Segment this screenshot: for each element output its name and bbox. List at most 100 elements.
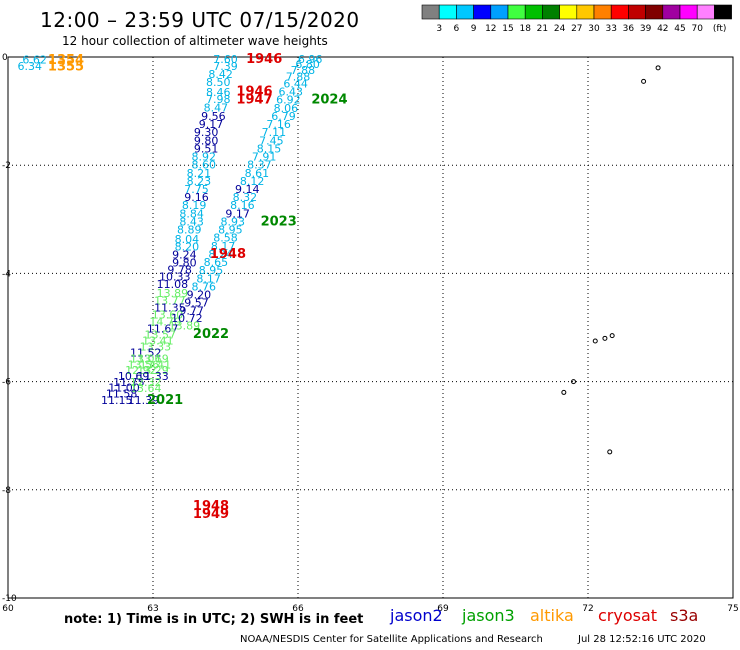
wave-height-value: 13.41 — [140, 358, 172, 371]
latitude-tick-label: -6 — [2, 378, 11, 388]
wave-height-value: 7.11 — [262, 126, 287, 139]
wave-height-value: 12.32 — [130, 376, 162, 389]
longitude-tick-label: 66 — [292, 604, 304, 614]
legend-swatch — [559, 4, 578, 20]
legend-tick-label: 30 — [588, 24, 600, 34]
wave-height-value: 8.84 — [179, 207, 204, 220]
wave-height-value: 9.17 — [199, 118, 224, 131]
wave-height-value: 8.61 — [245, 167, 270, 180]
satellite-legend-cryosat: cryosat — [598, 606, 658, 625]
wave-height-value: 11.00 — [108, 382, 140, 395]
wave-height-value: 11.33 — [137, 370, 169, 383]
wave-height-value: 12.92 — [125, 364, 157, 377]
legend-swatch — [696, 4, 715, 20]
wave-height-value: 8.42 — [208, 68, 233, 81]
wave-height-value: 13.60 — [152, 309, 184, 322]
wave-height-value: 8.60 — [192, 159, 217, 172]
legend-swatch — [679, 4, 698, 20]
island-outline — [571, 379, 576, 385]
wave-height-value: 8.17 — [211, 240, 236, 253]
island-outline — [592, 338, 598, 344]
longitude-tick-label: 63 — [147, 604, 158, 614]
legend-tick-label: 6 — [454, 24, 460, 34]
wave-height-value: 8.76 — [192, 280, 217, 293]
legend-tick-label: 24 — [554, 24, 566, 34]
wave-height-value: 13.64 — [130, 382, 162, 395]
wave-height-value: 9.17 — [225, 207, 250, 220]
pass-time-label: 2022 — [193, 327, 229, 342]
wave-height-value: 7.91 — [252, 151, 277, 164]
pass-time-label: 1946 — [236, 85, 272, 100]
generated-timestamp: Jul 28 12:52:16 UTC 2020 — [578, 634, 706, 645]
longitude-tick-label: 75 — [727, 604, 738, 614]
legend-swatch — [593, 4, 612, 20]
pass-time-label: 2021 — [147, 393, 183, 408]
pass-time-label: 1946 — [246, 52, 282, 67]
latitude-tick-label: -2 — [2, 161, 11, 171]
wave-height-value: 13.33 — [140, 340, 172, 353]
wave-height-value: 6.34 — [18, 60, 43, 73]
legend-tick-label: 36 — [623, 24, 635, 34]
pass-time-label: 2024 — [311, 93, 347, 108]
wave-height-value: 13.56 — [128, 358, 160, 371]
legend-tick-label: 70 — [691, 24, 703, 34]
legend-tick-label: 15 — [502, 24, 513, 34]
wave-height-value: 6.43 — [279, 86, 304, 99]
wave-height-value: 8.15 — [257, 142, 282, 155]
wave-height-value: 9.80 — [194, 134, 219, 147]
wave-height-value: 8.47 — [204, 101, 229, 114]
wave-height-value: 6.44 — [283, 78, 308, 91]
wave-height-value: 8.93 — [221, 215, 246, 228]
wave-height-value: 13.29 — [137, 364, 169, 377]
wave-height-value: 13.41 — [142, 334, 174, 347]
legend-swatch — [576, 4, 595, 20]
wave-height-value: 8.58 — [213, 232, 238, 245]
wave-height-value: 8.32 — [233, 191, 258, 204]
legend-tick-label: 33 — [605, 24, 616, 34]
legend-tick-label: 27 — [571, 24, 582, 34]
latitude-tick-label: -10 — [2, 594, 17, 604]
credit-line: NOAA/NESDIS Center for Satellite Applica… — [240, 634, 543, 645]
wave-height-value: 8.12 — [240, 175, 265, 188]
wave-height-value: 6.96 — [298, 53, 323, 66]
satellite-legend-jason3: jason3 — [462, 606, 515, 625]
color-legend: 3 6 9 12 15 18 21 24 27 30 33 36 39 42 45 70 (ft) — [421, 4, 732, 34]
legend-swatch — [662, 4, 681, 20]
wave-height-value: 8.50 — [206, 76, 231, 89]
pass-time-label: 1949 — [193, 507, 229, 522]
wave-height-value: 10.69 — [118, 370, 150, 383]
wave-height-value: 7.60 — [213, 53, 238, 66]
wave-height-value: 7.16 — [266, 118, 291, 131]
wave-height-value: 6.79 — [271, 110, 296, 123]
chart-title: 12:00 – 23:59 UTC 07/15/2020 — [40, 8, 360, 32]
legend-swatch — [610, 4, 629, 20]
wave-height-value: 7.39 — [213, 60, 238, 73]
wave-height-value: 13.19 — [137, 352, 169, 365]
wave-height-value: 8.21 — [187, 167, 212, 180]
wave-height-value: 9.24 — [172, 248, 197, 261]
wave-height-value: 8.24 — [208, 248, 233, 261]
legend-swatch — [473, 4, 492, 20]
wave-height-value: 11.67 — [147, 323, 179, 336]
wave-height-value: 6.80 — [295, 58, 320, 71]
map-frame — [7, 56, 734, 599]
legend-tick-label: 45 — [674, 24, 685, 34]
island-outline — [609, 333, 615, 339]
longitude-tick-label: 69 — [437, 604, 449, 614]
wave-height-value: 13.57 — [145, 329, 177, 342]
wave-height-value: 8.43 — [179, 215, 204, 228]
wave-height-value: 9.57 — [184, 297, 209, 310]
satellite-legend-s3a: s3a — [670, 606, 699, 625]
wave-height-value: 11.52 — [130, 346, 162, 359]
legend-tick-label: 39 — [640, 24, 652, 34]
wave-height-value: 9.30 — [194, 126, 219, 139]
wave-height-value: 8.23 — [187, 175, 212, 188]
footer-note: note: 1) Time is in UTC; 2) SWH is in fe… — [64, 612, 364, 627]
island-outlines — [561, 65, 661, 455]
legend-swatch — [507, 4, 526, 20]
legend-swatch — [456, 4, 474, 20]
wave-height-value: 13.89 — [157, 287, 189, 300]
wave-height-value: 6.92 — [276, 94, 301, 107]
satellite-legend-jason2: jason2 — [390, 606, 443, 625]
wave-height-value: 7.88 — [291, 64, 316, 77]
